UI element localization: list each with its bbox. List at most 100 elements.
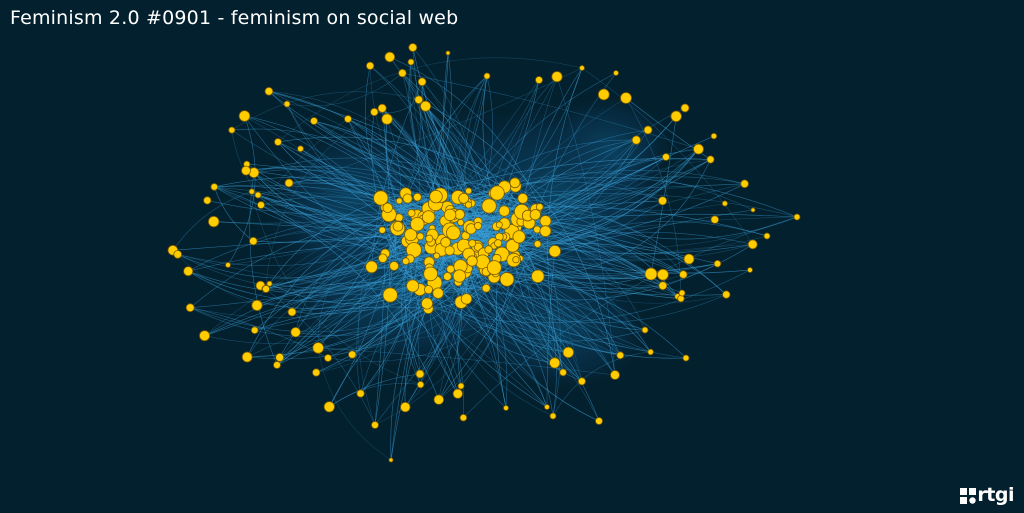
graph-node xyxy=(678,289,686,297)
graph-node xyxy=(416,232,425,241)
graph-edge xyxy=(418,99,616,376)
graph-node xyxy=(413,192,422,202)
graph-node xyxy=(683,253,695,265)
graph-node xyxy=(610,370,620,380)
graph-edge xyxy=(382,52,452,259)
graph-edge xyxy=(291,186,505,313)
graph-edge xyxy=(438,253,484,400)
graph-edge xyxy=(518,236,555,364)
graph-node xyxy=(647,348,654,356)
graph-edge xyxy=(529,222,727,295)
graph-node xyxy=(595,417,603,425)
graph-node xyxy=(793,213,801,221)
graph-node xyxy=(722,290,731,299)
graph-node xyxy=(323,401,335,413)
graph-node xyxy=(402,193,413,204)
graph-edge xyxy=(214,176,506,238)
logo-text: rtgi xyxy=(977,484,1014,506)
graph-node xyxy=(406,279,420,293)
graph-node xyxy=(324,354,332,362)
brand-logo: rtgi xyxy=(960,486,1014,505)
graph-edge xyxy=(527,212,684,275)
graph-node xyxy=(544,404,550,410)
graph-node xyxy=(682,354,690,362)
graph-edge xyxy=(546,251,556,408)
graph-node xyxy=(283,100,291,108)
graph-node xyxy=(273,361,281,369)
graph-edge xyxy=(429,267,727,324)
graph-edge xyxy=(425,106,539,277)
graph-node xyxy=(535,203,544,211)
graph-node xyxy=(378,253,388,263)
graph-edge xyxy=(390,269,751,324)
graph-node xyxy=(473,221,482,230)
graph-node xyxy=(713,260,722,268)
graph-edge xyxy=(286,103,386,208)
graph-node xyxy=(401,257,410,266)
graph-node xyxy=(400,401,411,413)
graph-edge xyxy=(537,183,745,245)
node-layer xyxy=(167,43,801,463)
graph-node xyxy=(225,262,231,268)
graph-node xyxy=(408,43,418,52)
graph-node xyxy=(535,76,543,84)
graph-edge xyxy=(410,258,616,376)
graph-edge xyxy=(256,281,413,306)
graph-node xyxy=(443,208,457,222)
graph-node xyxy=(505,239,520,253)
graph-node xyxy=(423,266,438,282)
graph-node xyxy=(173,250,183,259)
graph-edge xyxy=(369,65,455,216)
graph-node xyxy=(658,196,668,206)
graph-node xyxy=(577,377,586,386)
graph-node xyxy=(417,77,427,87)
graph-edge xyxy=(430,273,651,353)
graph-node xyxy=(310,117,318,125)
graph-node xyxy=(425,234,434,243)
graph-node xyxy=(421,210,436,224)
graph-edge xyxy=(190,270,497,333)
graph-node xyxy=(183,266,194,277)
graph-node xyxy=(452,269,466,283)
graph-edge xyxy=(327,276,539,362)
graph-node xyxy=(539,215,552,227)
graph-node xyxy=(432,287,444,299)
graph-edge xyxy=(389,56,540,208)
graph-edge xyxy=(457,75,488,198)
graph-node xyxy=(481,283,491,293)
graph-node xyxy=(452,388,463,399)
graph-node xyxy=(616,351,625,360)
graph-node xyxy=(410,216,425,232)
graph-edge xyxy=(245,166,539,277)
graph-node xyxy=(275,352,285,362)
graph-node xyxy=(414,95,424,104)
graph-node xyxy=(228,126,236,134)
graph-edge xyxy=(358,207,388,426)
graph-node xyxy=(249,236,258,246)
graph-edge xyxy=(276,211,522,366)
graph-node xyxy=(464,201,473,209)
graph-node xyxy=(457,382,465,390)
graph-node xyxy=(266,280,273,287)
graph-node xyxy=(382,202,393,214)
graph-node xyxy=(238,110,251,122)
graph-node xyxy=(407,209,416,218)
graph-node xyxy=(446,225,461,241)
graph-edge xyxy=(286,72,403,107)
graph-node xyxy=(644,267,658,281)
graph-edge xyxy=(277,141,406,196)
graph-node xyxy=(680,103,690,113)
graph-edge xyxy=(317,347,392,461)
graph-edge xyxy=(371,81,423,267)
graph-node xyxy=(484,245,493,254)
graph-edge xyxy=(537,263,718,279)
graph-node xyxy=(503,405,509,411)
graph-node xyxy=(483,72,491,80)
graph-node xyxy=(207,215,220,228)
graph-edge xyxy=(428,52,449,209)
graph-node xyxy=(458,192,470,204)
graph-node xyxy=(365,260,378,274)
graph-edge xyxy=(463,216,798,418)
graph-edge xyxy=(374,253,386,426)
